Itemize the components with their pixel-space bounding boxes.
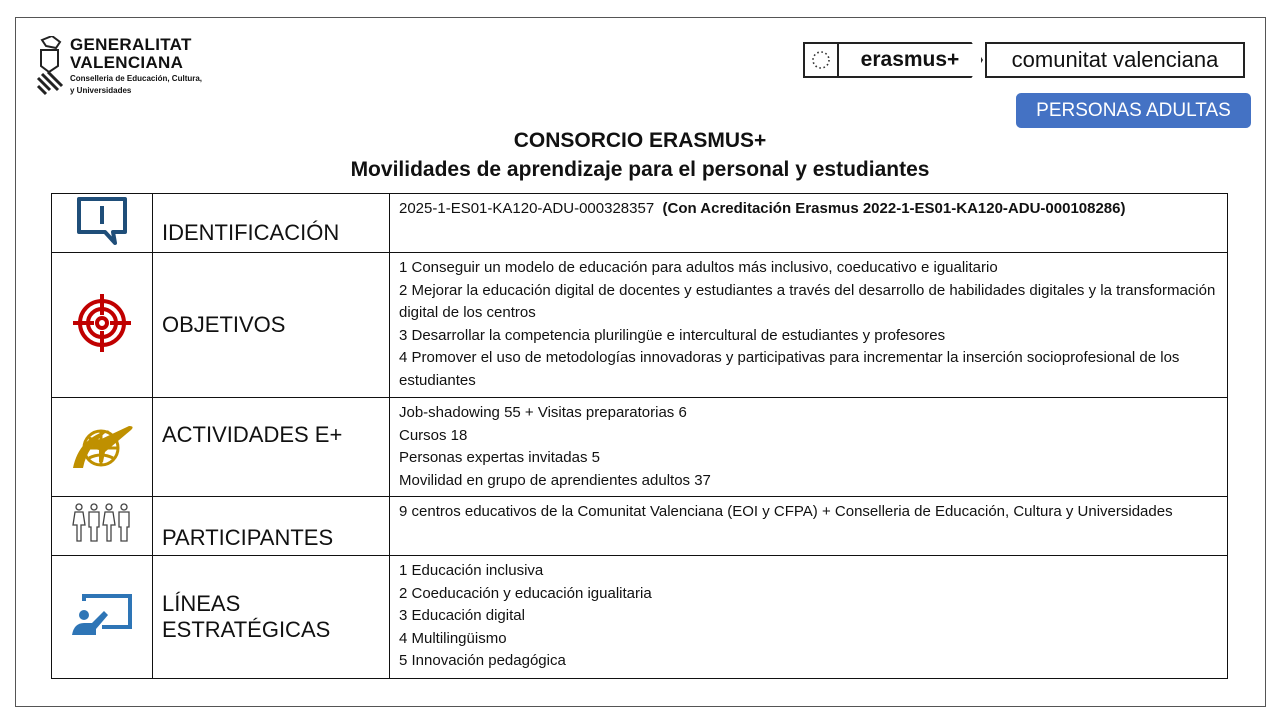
page-frame — [15, 17, 1266, 707]
row-lineas: LÍNEAS ESTRATÉGICAS 1 Educación inclusiv… — [51, 555, 1228, 679]
generalitat-name-2: VALENCIANA — [70, 53, 184, 72]
row-label: OBJETIVOS — [152, 252, 390, 398]
list-item: 3 Desarrollar la competencia plurilingüe… — [399, 326, 946, 344]
conselleria-2: y Universidades — [70, 86, 132, 95]
conselleria-1: Conselleria de Educación, Cultura, — [70, 74, 203, 83]
list-item: 2 Mejorar la educación digital de docent… — [399, 281, 1216, 322]
eu-stars-icon — [812, 51, 830, 69]
list-item: 4 Promover el uso de metodologías innova… — [399, 349, 1180, 389]
globe-plane-icon — [73, 425, 133, 468]
list-item: 9 centros educativos de la Comunitat Val… — [399, 503, 1173, 520]
row-participantes: PARTICIPANTES 9 centros educativos de la… — [51, 496, 1228, 556]
region-name: comunitat valenciana — [985, 42, 1245, 78]
list-item: 1 Educación inclusiva — [399, 562, 544, 579]
row-label: LÍNEAS ESTRATÉGICAS — [152, 555, 390, 679]
title-line-2: Movilidades de aprendizaje para el perso… — [350, 158, 930, 181]
people-icon — [72, 503, 130, 542]
row-label: ACTIVIDADES E+ — [152, 397, 390, 497]
generalitat-logo: GENERALITAT VALENCIANA Conselleria de Ed… — [36, 36, 202, 98]
erasmus-brand: erasmus+ — [839, 42, 983, 78]
row-objetivos: OBJETIVOS 1 Conseguir un modelo de educa… — [51, 252, 1228, 398]
title-line-1: CONSORCIO ERASMUS+ — [513, 129, 767, 152]
row-identificacion: IDENTIFICACIÓN 2025-1-ES01-KA120-ADU-000… — [51, 193, 1228, 253]
list-item: 1 Conseguir un modelo de educación para … — [399, 259, 998, 276]
row-label: IDENTIFICACIÓN — [152, 193, 390, 253]
list-item: 5 Innovación pedagógica — [399, 652, 566, 669]
list-item: Job-shadowing 55 + Visitas preparatorias… — [399, 404, 687, 421]
list-item: 3 Educación digital — [399, 607, 525, 624]
alert-speech-icon — [77, 196, 127, 245]
row-label: PARTICIPANTES — [152, 496, 390, 556]
list-item: Movilidad en grupo de aprendientes adult… — [399, 471, 711, 489]
list-item: Personas expertas invitadas 5 — [399, 449, 600, 466]
info-table: IDENTIFICACIÓN 2025-1-ES01-KA120-ADU-000… — [51, 193, 1228, 679]
row-actividades: ACTIVIDADES E+ Job-shadowing 55 + Visita… — [51, 397, 1228, 497]
audience-badge: PERSONAS ADULTAS — [1016, 93, 1251, 128]
erasmus-logo: erasmus+ comunitat valenciana — [803, 42, 1245, 78]
generalitat-name-1: GENERALITAT — [70, 35, 192, 54]
coat-of-arms-icon — [36, 36, 64, 96]
target-icon — [73, 293, 131, 352]
list-item: 4 Multilingüismo — [399, 629, 507, 647]
list-item: Cursos 18 — [399, 426, 468, 444]
project-code: 2025-1-ES01-KA120-ADU-000328357 — [399, 200, 655, 217]
list-item: 2 Coeducación y educación igualitaria — [399, 584, 652, 602]
teacher-board-icon — [72, 593, 132, 635]
page-title: CONSORCIO ERASMUS+ Movilidades de aprend… — [0, 126, 1280, 184]
accreditation-code: (Con Acreditación Erasmus 2022-1-ES01-KA… — [662, 200, 1126, 217]
